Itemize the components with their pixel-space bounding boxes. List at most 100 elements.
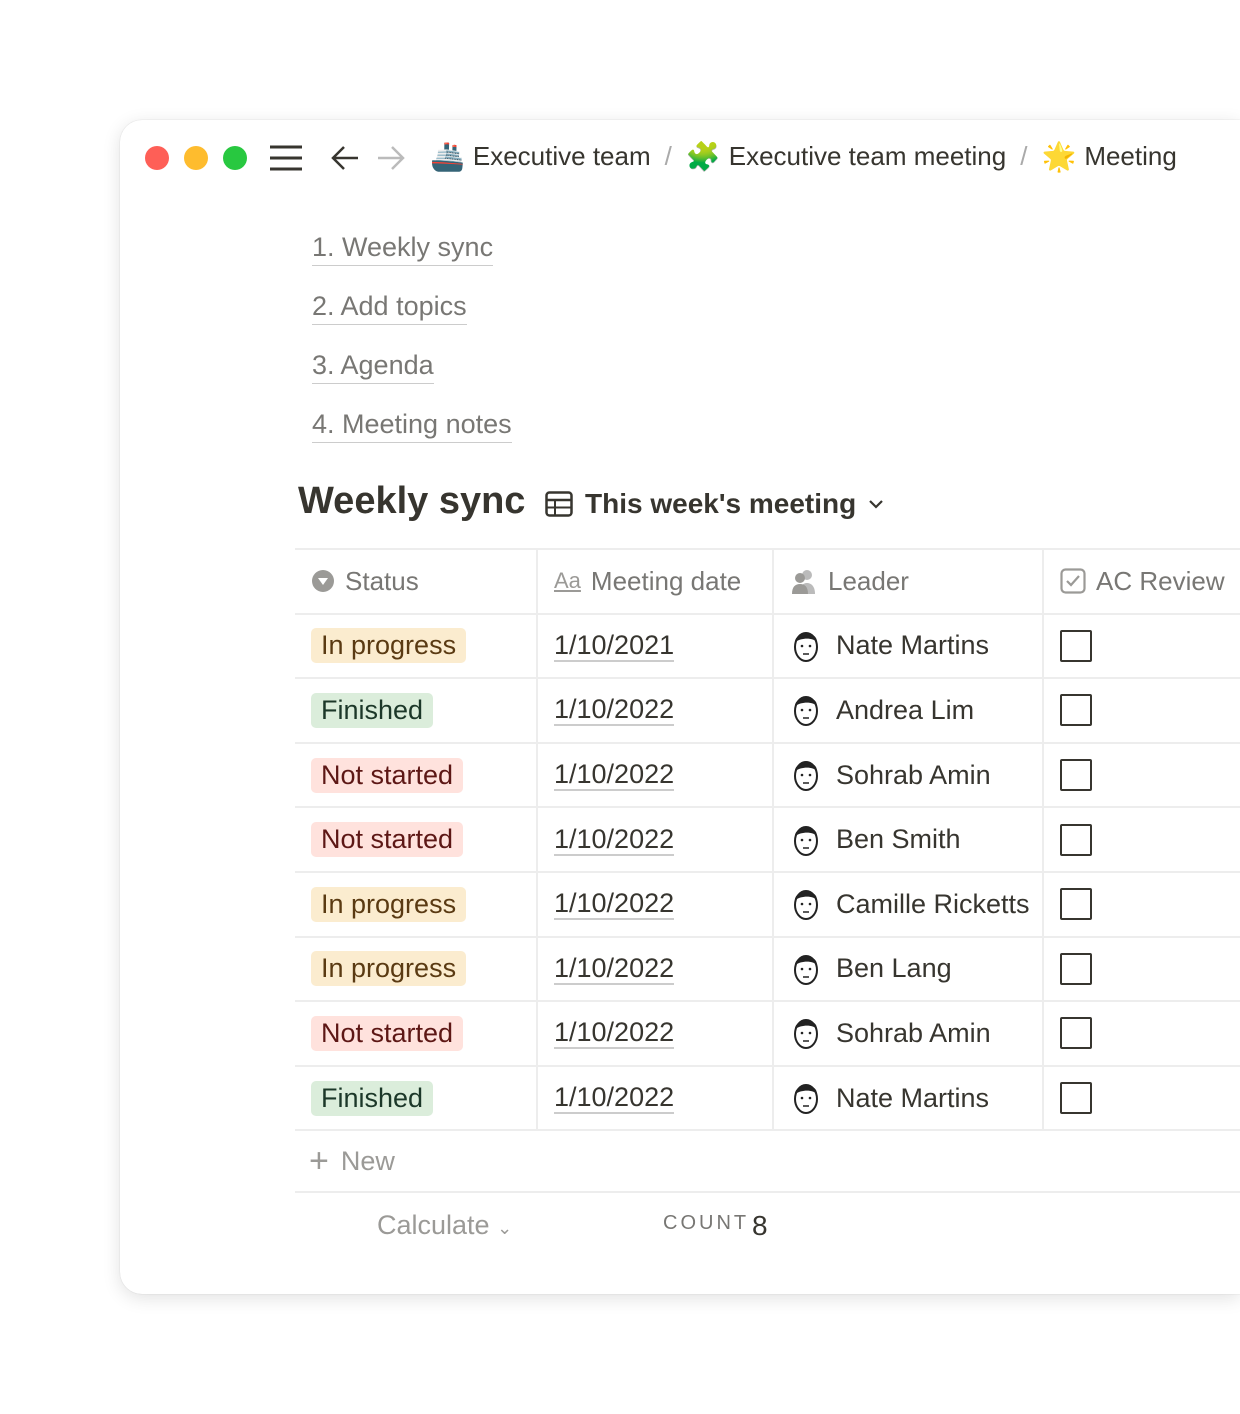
back-arrow-icon[interactable] — [330, 143, 360, 173]
breadcrumb-separator: / — [664, 141, 672, 171]
status-badge: Not started — [311, 757, 464, 793]
column-header-status[interactable]: Status — [295, 550, 538, 613]
page-emoji-icon: 🚢 — [430, 141, 465, 172]
date-cell[interactable]: 1/10/2022 — [538, 1066, 774, 1130]
leader-cell[interactable]: Nate Martins — [774, 1066, 1044, 1130]
leader-name: Nate Martins — [836, 1082, 990, 1113]
leader-cell[interactable]: Camille Ricketts — [774, 872, 1044, 936]
maximize-window-button[interactable] — [223, 146, 247, 170]
status-cell[interactable]: In progress — [295, 614, 538, 678]
page-emoji-icon: 🧩 — [685, 141, 721, 172]
breadcrumb-separator: / — [1020, 141, 1028, 171]
column-label: Leader — [828, 565, 909, 596]
date-cell[interactable]: 1/10/2022 — [538, 743, 774, 807]
column-header-meeting-date[interactable]: Aa Meeting date — [538, 550, 774, 613]
leader-cell[interactable]: Andrea Lim — [774, 679, 1044, 742]
ac-review-checkbox[interactable] — [1060, 1082, 1092, 1115]
avatar-icon — [794, 825, 818, 856]
status-cell[interactable]: Finished — [295, 679, 538, 742]
toc-link-add-topics[interactable]: 2. Add topics — [312, 291, 467, 325]
close-window-button[interactable] — [145, 146, 169, 170]
breadcrumb-item[interactable]: 🌟 Meeting — [1041, 140, 1176, 173]
ac-review-checkbox[interactable] — [1060, 1017, 1092, 1050]
leader-cell[interactable]: Ben Smith — [774, 808, 1044, 871]
table-row: Not started 1/10/2022 Ben Smith — [295, 806, 1240, 871]
leader-cell[interactable]: Nate Martins — [774, 614, 1044, 678]
status-cell[interactable]: In progress — [295, 872, 538, 936]
avatar-icon — [794, 890, 818, 921]
column-label: Status — [345, 565, 419, 596]
date-cell[interactable]: 1/10/2022 — [538, 679, 774, 742]
calculate-dropdown[interactable]: Calculate ⌄ — [377, 1210, 512, 1241]
meeting-date: 1/10/2022 — [554, 952, 675, 985]
status-badge: In progress — [311, 951, 467, 987]
meeting-date: 1/10/2022 — [554, 1017, 675, 1050]
table-icon — [545, 491, 573, 517]
status-badge: Finished — [311, 1080, 434, 1116]
status-badge: In progress — [311, 886, 467, 922]
meeting-date: 1/10/2022 — [554, 759, 675, 792]
ac-review-checkbox[interactable] — [1060, 759, 1092, 792]
avatar-icon — [794, 761, 818, 792]
status-badge: In progress — [311, 628, 467, 664]
page-emoji-icon: 🌟 — [1041, 141, 1077, 172]
count-value: 8 — [752, 1210, 768, 1241]
date-cell[interactable]: 1/10/2022 — [538, 808, 774, 871]
breadcrumb-label: Executive team — [472, 141, 651, 171]
column-header-ac-review[interactable]: AC Review — [1044, 550, 1240, 613]
status-cell[interactable]: Not started — [295, 743, 538, 807]
column-header-leader[interactable]: Leader — [774, 550, 1044, 613]
table-row: Finished 1/10/2022 Nate Martins — [295, 1064, 1240, 1130]
breadcrumb: 🚢 Executive team / 🧩 Executive team meeting /… — [430, 140, 1177, 173]
date-cell[interactable]: 1/10/2021 — [538, 614, 774, 678]
leader-cell[interactable]: Sohrab Amin — [774, 1002, 1044, 1065]
breadcrumb-item[interactable]: 🚢 Executive team — [430, 140, 651, 173]
view-name: This week's meeting — [585, 488, 857, 519]
toc-link-agenda[interactable]: 3. Agenda — [312, 350, 434, 384]
meeting-date: 1/10/2021 — [554, 629, 675, 662]
chevron-down-icon — [869, 500, 883, 509]
leader-cell[interactable]: Ben Lang — [774, 937, 1044, 1001]
ac-review-cell — [1044, 679, 1240, 742]
leader-name: Nate Martins — [836, 630, 990, 661]
status-cell[interactable]: Not started — [295, 808, 538, 871]
minimize-window-button[interactable] — [184, 146, 208, 170]
new-row-button[interactable]: + New — [295, 1129, 1240, 1194]
people-icon — [792, 570, 815, 595]
ac-review-cell — [1044, 808, 1240, 871]
meeting-date: 1/10/2022 — [554, 1082, 675, 1115]
ac-review-cell — [1044, 938, 1240, 1001]
ac-review-checkbox[interactable] — [1060, 629, 1092, 662]
leader-cell[interactable]: Sohrab Amin — [774, 743, 1044, 807]
avatar-icon — [794, 1084, 818, 1115]
ac-review-checkbox[interactable] — [1060, 823, 1092, 856]
section-title: Weekly sync — [298, 480, 526, 522]
leader-name: Sohrab Amin — [836, 759, 991, 790]
date-cell[interactable]: 1/10/2022 — [538, 1002, 774, 1065]
date-cell[interactable]: 1/10/2022 — [538, 937, 774, 1001]
ac-review-checkbox[interactable] — [1060, 888, 1092, 921]
status-cell[interactable]: Not started — [295, 1002, 538, 1065]
leader-name: Ben Smith — [836, 824, 961, 855]
status-cell[interactable]: Finished — [295, 1066, 538, 1130]
leader-name: Ben Lang — [836, 953, 952, 984]
ac-review-checkbox[interactable] — [1060, 694, 1092, 727]
forward-arrow-icon[interactable] — [376, 143, 406, 173]
avatar-icon — [794, 696, 818, 727]
table-row: Not started 1/10/2022 Sohrab Amin — [295, 1000, 1240, 1065]
column-label: AC Review — [1096, 565, 1225, 596]
status-cell[interactable]: In progress — [295, 937, 538, 1001]
toc-link-weekly-sync[interactable]: 1. Weekly sync — [312, 232, 494, 266]
view-selector[interactable]: This week's meeting — [545, 488, 884, 520]
date-cell[interactable]: 1/10/2022 — [538, 872, 774, 936]
breadcrumb-item[interactable]: 🧩 Executive team meeting — [686, 140, 1006, 173]
app-window: 🚢 Executive team / 🧩 Executive team meeting /… — [120, 120, 1240, 1294]
leader-name: Sohrab Amin — [836, 1017, 991, 1048]
menu-icon[interactable] — [270, 144, 302, 172]
toc-link-meeting-notes[interactable]: 4. Meeting notes — [312, 409, 512, 443]
ac-review-checkbox[interactable] — [1060, 952, 1092, 985]
status-badge: Not started — [311, 822, 464, 858]
avatar-icon — [794, 1019, 818, 1050]
top-bar: 🚢 Executive team / 🧩 Executive team meeting /… — [120, 120, 1240, 196]
plus-icon: + — [309, 1141, 329, 1180]
